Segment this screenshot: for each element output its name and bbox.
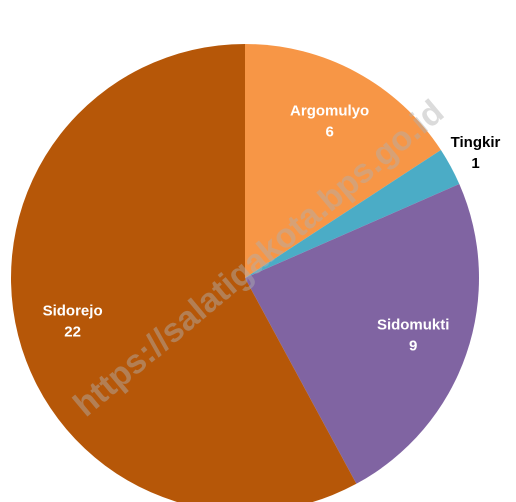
pie-slice [245,184,479,484]
pie-slice [11,44,357,502]
pie [11,44,479,502]
slice-label: Sidomukti [377,317,450,334]
pie-slice [245,150,460,278]
slice-value: 22 [64,324,81,341]
slice-label: Sidorejo [43,303,103,320]
labels: Argomulyo 6 Tingkir 1 Sidomukti 9 Sidorejo 22 [43,103,501,355]
slice-value: 6 [325,124,333,141]
pie-slice [245,44,441,278]
slice-label: Tingkir [451,134,501,151]
slice-label: Argomulyo [290,103,369,120]
slice-value: 9 [409,338,417,355]
slice-value: 1 [471,155,479,172]
